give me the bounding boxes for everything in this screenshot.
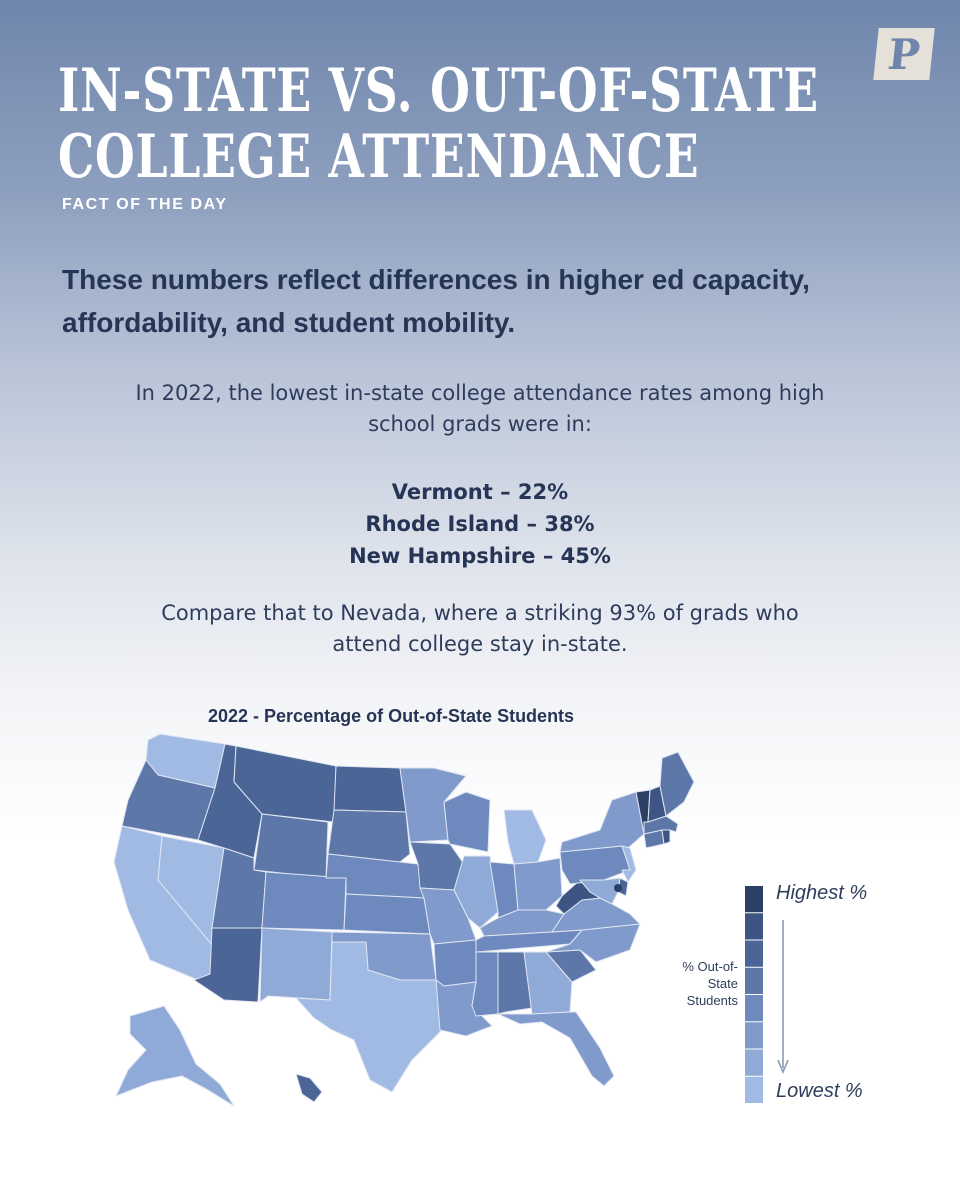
- page-title: IN-STATE VS. OUT-OF-STATE COLLEGE ATTEND…: [58, 56, 819, 192]
- legend-axis-label: % Out-of- State Students: [652, 958, 738, 1009]
- legend-swatch: [745, 1076, 763, 1103]
- brand-logo: P: [873, 28, 935, 80]
- state-district-of-columbia: [614, 884, 622, 892]
- state-texas: [295, 941, 443, 1093]
- state-alaska: [115, 1005, 235, 1107]
- state-wyoming: [253, 813, 329, 879]
- legend-arrow-down-icon: [777, 920, 789, 1075]
- state-rhode-island: [661, 829, 671, 845]
- compare-line-2: attend college stay in-state.: [332, 632, 628, 656]
- legend-swatch: [745, 995, 763, 1022]
- compare-line-1: Compare that to Nevada, where a striking…: [161, 601, 799, 625]
- state-florida: [497, 1011, 615, 1087]
- state-new-mexico: [259, 927, 333, 1003]
- state-north-dakota: [333, 765, 407, 813]
- logo-letter: P: [885, 29, 923, 79]
- title-line-1: IN-STATE VS. OUT-OF-STATE: [58, 56, 819, 126]
- stat-item: Rhode Island – 38%: [365, 512, 595, 536]
- stat-item: Vermont – 22%: [391, 480, 569, 504]
- legend-swatch: [745, 886, 763, 913]
- legend-axis-line-3: Students: [686, 993, 738, 1008]
- legend-lowest-label: Lowest %: [776, 1080, 863, 1102]
- state-arkansas: [433, 939, 477, 987]
- state-hawaii: [295, 1073, 323, 1103]
- state-new-york: [559, 791, 645, 853]
- state-kansas: [343, 893, 431, 935]
- state-vermont: [635, 789, 651, 835]
- legend-highest-label: Highest %: [776, 882, 868, 904]
- stats-list: Vermont – 22% Rhode Island – 38% New Ham…: [180, 476, 780, 572]
- legend-swatch: [745, 940, 763, 967]
- state-louisiana: [435, 979, 493, 1037]
- state-ohio: [513, 857, 563, 911]
- state-georgia: [523, 951, 573, 1015]
- legend-color-scale: [745, 886, 763, 1103]
- map-title: 2022 - Percentage of Out-of-State Studen…: [208, 706, 575, 726]
- state-michigan: [503, 809, 547, 865]
- us-choropleth-map: [113, 733, 695, 1107]
- state-maryland: [579, 877, 621, 905]
- stat-item: New Hampshire – 45%: [349, 544, 611, 568]
- state-maine: [659, 751, 695, 817]
- state-south-dakota: [327, 809, 411, 863]
- subtitle: FACT OF THE DAY: [62, 196, 228, 213]
- legend-swatch: [745, 967, 763, 994]
- state-wisconsin: [443, 791, 491, 853]
- legend-axis-line-1: % Out-of-: [682, 959, 738, 974]
- intro-paragraph: In 2022, the lowest in-state college att…: [60, 378, 900, 440]
- title-line-2: COLLEGE ATTENDANCE: [58, 122, 700, 192]
- lead-text: These numbers reflect differences in hig…: [62, 264, 810, 338]
- legend-axis-line-2: State: [707, 976, 738, 991]
- state-alabama: [497, 951, 533, 1015]
- compare-paragraph: Compare that to Nevada, where a striking…: [60, 598, 900, 660]
- legend-swatch: [745, 913, 763, 940]
- intro-line-2: school grads were in:: [368, 412, 592, 436]
- legend-swatch: [745, 1022, 763, 1049]
- state-colorado: [261, 871, 347, 931]
- state-mississippi: [471, 951, 499, 1017]
- legend-swatch: [745, 1049, 763, 1076]
- intro-line-1: In 2022, the lowest in-state college att…: [135, 381, 825, 405]
